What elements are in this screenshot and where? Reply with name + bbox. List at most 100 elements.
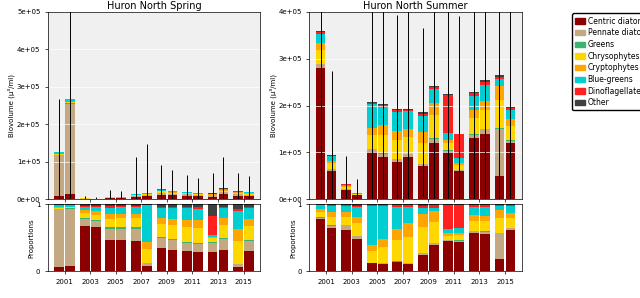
Bar xyxy=(469,221,479,231)
Bar xyxy=(233,192,243,193)
Bar xyxy=(392,110,402,112)
Bar xyxy=(316,50,325,64)
Bar xyxy=(506,119,515,126)
Bar xyxy=(131,227,141,229)
Bar xyxy=(495,259,504,271)
Bar xyxy=(341,212,351,217)
Bar xyxy=(469,92,479,93)
Bar xyxy=(367,251,376,263)
Bar xyxy=(429,89,438,103)
Bar xyxy=(131,218,141,227)
Bar xyxy=(403,109,413,110)
Bar xyxy=(65,194,75,199)
Bar xyxy=(480,232,490,234)
Bar xyxy=(454,205,464,228)
Bar xyxy=(157,224,166,237)
Bar xyxy=(168,226,177,239)
Bar xyxy=(142,263,152,266)
Bar xyxy=(316,34,325,43)
Bar xyxy=(168,218,177,226)
Bar xyxy=(480,101,490,110)
Bar xyxy=(378,207,387,239)
Bar xyxy=(454,235,464,240)
Bar xyxy=(106,204,115,207)
Bar xyxy=(131,196,141,197)
Bar xyxy=(367,103,376,104)
Bar xyxy=(367,135,376,149)
Bar xyxy=(65,104,75,194)
Bar xyxy=(116,227,126,229)
Bar xyxy=(91,220,100,221)
Bar xyxy=(418,164,428,166)
Bar xyxy=(403,111,413,129)
Bar xyxy=(219,189,228,190)
Bar xyxy=(131,204,141,206)
Bar xyxy=(352,239,362,271)
Bar xyxy=(65,103,75,104)
Legend: Centric diatoms, Pennate diatoms, Greens, Chrysophytes, Cryptophytes, Blue-green: Centric diatoms, Pennate diatoms, Greens… xyxy=(572,13,640,110)
Bar xyxy=(207,243,218,252)
Bar xyxy=(244,219,254,226)
Bar xyxy=(142,193,152,194)
Bar xyxy=(219,238,228,239)
Bar xyxy=(429,103,438,115)
Bar xyxy=(106,229,115,240)
Bar xyxy=(444,152,453,199)
Bar xyxy=(316,31,325,32)
Bar xyxy=(219,218,228,225)
Bar xyxy=(429,138,438,139)
Bar xyxy=(233,241,243,264)
Bar xyxy=(131,207,141,214)
Bar xyxy=(142,195,152,196)
Bar xyxy=(506,126,515,140)
Bar xyxy=(219,204,228,207)
Bar xyxy=(193,207,203,209)
Bar xyxy=(193,204,203,207)
Bar xyxy=(157,248,166,271)
Bar xyxy=(418,114,428,116)
Bar xyxy=(367,205,376,206)
Y-axis label: Proportions: Proportions xyxy=(290,218,296,257)
Bar xyxy=(378,264,387,271)
Bar xyxy=(495,210,504,218)
Bar xyxy=(80,213,90,218)
Bar xyxy=(131,241,141,271)
Bar xyxy=(157,190,166,191)
Bar xyxy=(193,252,203,271)
Bar xyxy=(429,243,438,246)
Bar xyxy=(341,184,351,186)
Bar xyxy=(469,207,479,215)
Bar xyxy=(233,194,243,196)
Bar xyxy=(219,192,228,194)
Bar xyxy=(341,206,351,212)
Bar xyxy=(207,237,218,238)
Bar xyxy=(429,205,438,207)
Bar xyxy=(469,138,479,199)
Bar xyxy=(207,242,218,243)
Bar xyxy=(219,208,228,218)
Bar xyxy=(131,206,141,207)
Bar xyxy=(233,229,243,241)
Bar xyxy=(378,239,387,247)
Bar xyxy=(131,214,141,218)
Bar xyxy=(444,241,453,271)
Bar xyxy=(418,227,428,253)
Bar xyxy=(326,171,337,199)
Bar xyxy=(219,190,228,191)
Bar xyxy=(233,267,243,271)
Bar xyxy=(54,209,64,267)
Bar xyxy=(316,205,325,209)
Bar xyxy=(378,247,387,263)
Bar xyxy=(182,220,192,227)
Bar xyxy=(378,157,387,199)
Bar xyxy=(341,217,351,225)
Bar xyxy=(54,154,64,155)
Bar xyxy=(316,32,325,34)
Bar xyxy=(157,204,166,207)
Bar xyxy=(91,204,100,206)
Bar xyxy=(480,216,490,221)
Bar xyxy=(444,150,453,152)
Bar xyxy=(341,189,351,190)
Bar xyxy=(106,227,115,229)
Bar xyxy=(418,214,428,227)
